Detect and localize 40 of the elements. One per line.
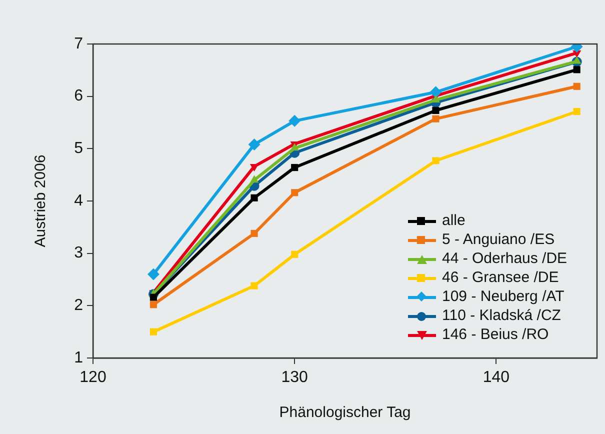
x-tick-label: 140: [482, 369, 510, 386]
y-tick-label: 4: [74, 192, 84, 210]
legend-label: 46 - Gransee /DE: [442, 268, 559, 286]
x-axis-title: Phänologischer Tag: [279, 404, 411, 422]
point: [291, 189, 298, 196]
point: [250, 282, 258, 290]
point: [573, 82, 580, 90]
point: [291, 164, 298, 172]
point: [430, 86, 442, 98]
point: [573, 108, 580, 116]
y-tick-label: 1: [74, 349, 84, 366]
y-tick-label: 2: [74, 297, 84, 314]
point: [147, 268, 160, 280]
point: [291, 250, 298, 258]
y-tick-label: 7: [74, 35, 84, 52]
legend-label: alle: [442, 212, 466, 230]
y-axis-title: Austrieb 2006: [32, 154, 50, 248]
legend-label: 146 - Beius /RO: [442, 326, 549, 344]
y-tick-label: 6: [74, 88, 84, 105]
legend-label: 110 - Kladská /CZ: [442, 306, 561, 324]
x-tick-label: 130: [281, 369, 308, 386]
y-tick-label: 3: [74, 244, 84, 262]
point: [288, 114, 301, 127]
point: [432, 106, 440, 114]
point: [573, 66, 580, 74]
point: [150, 328, 158, 336]
point: [250, 230, 258, 237]
legend-label: 109 - Neuberg /AT: [442, 288, 564, 306]
y-tick-label: 5: [74, 140, 84, 158]
point: [432, 157, 440, 164]
point: [150, 294, 158, 301]
point: [250, 194, 258, 202]
point: [432, 115, 440, 122]
point: [250, 175, 259, 183]
point: [572, 56, 582, 64]
x-tick-label: 120: [80, 369, 106, 386]
point: [150, 301, 158, 308]
point: [248, 138, 260, 150]
legend-label: 44 - Oderhaus /DE: [442, 250, 568, 268]
legend-label: 5 - Anguiano /ES: [442, 230, 555, 248]
